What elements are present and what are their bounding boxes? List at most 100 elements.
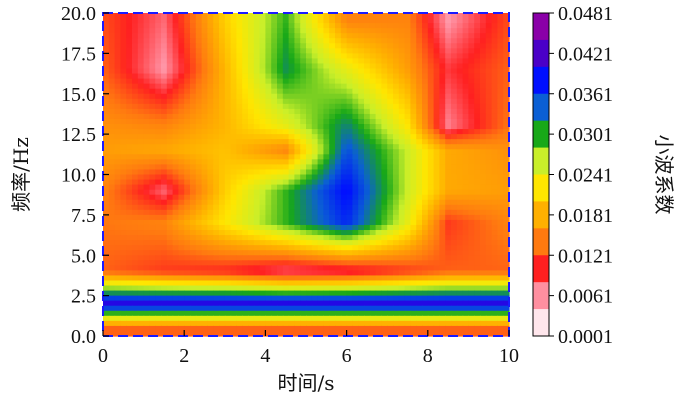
heatmap-cell [143, 265, 150, 271]
heatmap-cell [329, 13, 336, 19]
heatmap-cell [207, 63, 214, 70]
heatmap-cell [340, 124, 348, 130]
heatmap-cell [155, 164, 162, 171]
heatmap-cell [398, 18, 406, 24]
heatmap-cell [329, 199, 336, 206]
heatmap-cell [306, 199, 313, 206]
heatmap-cell [398, 48, 406, 54]
heatmap-cell [387, 230, 394, 236]
heatmap-cell [335, 285, 342, 292]
heatmap-cell [271, 209, 278, 216]
heatmap-cell [393, 98, 400, 105]
heatmap-cell [329, 93, 336, 100]
heatmap-cell [369, 73, 377, 80]
heatmap-cell [369, 108, 377, 115]
heatmap-cell [335, 144, 342, 150]
heatmap-cell [317, 13, 324, 19]
heatmap-cell [114, 23, 121, 29]
heatmap-cell [410, 18, 417, 24]
heatmap-cell [323, 28, 330, 34]
heatmap-cell [491, 179, 498, 186]
heatmap-cell [277, 169, 284, 176]
heatmap-cell [451, 139, 458, 145]
heatmap-cell [184, 103, 191, 110]
heatmap-cell [323, 63, 330, 70]
heatmap-cell [190, 68, 197, 75]
heatmap-cell [236, 270, 243, 277]
heatmap-cell [340, 108, 348, 115]
heatmap-cell [410, 98, 417, 105]
heatmap-cell [242, 204, 249, 211]
heatmap-cell [108, 23, 116, 29]
heatmap-cell [166, 134, 174, 140]
heatmap-cell [497, 68, 504, 75]
heatmap-cell [329, 53, 336, 60]
heatmap-cell [236, 108, 243, 115]
heatmap-cell [491, 164, 498, 171]
heatmap-cell [248, 159, 255, 166]
heatmap-cell [149, 103, 156, 110]
heatmap-cell [126, 235, 133, 241]
heatmap-cell [491, 260, 498, 266]
heatmap-cell [410, 235, 417, 241]
heatmap-cell [422, 179, 429, 186]
heatmap-cell [335, 199, 342, 206]
heatmap-cell [213, 88, 220, 95]
heatmap-cell [271, 320, 278, 327]
heatmap-cell [242, 154, 249, 160]
heatmap-cell [161, 164, 168, 171]
heatmap-cell [398, 108, 406, 115]
x-tick-label: 8 [423, 345, 433, 367]
heatmap-cell [120, 33, 127, 39]
heatmap-cell [242, 230, 249, 236]
heatmap-cell [207, 118, 214, 125]
heatmap-cell [126, 204, 133, 211]
heatmap-cell [190, 78, 197, 85]
heatmap-cell [462, 250, 469, 256]
heatmap-cell [381, 113, 388, 120]
heatmap-cell [178, 124, 185, 130]
heatmap-cell [433, 28, 440, 34]
heatmap-cell [155, 235, 162, 241]
heatmap-cell [404, 103, 411, 110]
heatmap-cell [451, 118, 458, 125]
heatmap-cell [416, 13, 423, 19]
heatmap-cell [155, 250, 162, 256]
heatmap-cell [480, 199, 487, 206]
heatmap-cell [259, 58, 266, 65]
heatmap-cell [224, 124, 232, 130]
heatmap-cell [306, 310, 313, 317]
colorbar-swatch [533, 282, 549, 310]
heatmap-cell [224, 53, 232, 60]
heatmap-cell [422, 23, 429, 29]
heatmap-cell [387, 83, 394, 90]
heatmap-cell [462, 43, 469, 49]
heatmap-cell [311, 48, 319, 54]
heatmap-cell [369, 174, 377, 181]
heatmap-cell [306, 214, 313, 221]
heatmap-cell [213, 23, 220, 29]
heatmap-cell [352, 235, 359, 241]
heatmap-cell [132, 199, 139, 206]
heatmap-cell [195, 58, 203, 65]
heatmap-cell [271, 300, 278, 307]
heatmap-cell [248, 250, 255, 256]
heatmap-cell [166, 310, 174, 317]
heatmap-cell [381, 139, 388, 145]
heatmap-cell [427, 230, 435, 236]
heatmap-cell [265, 199, 272, 206]
heatmap-cell [306, 169, 313, 176]
heatmap-cell [468, 240, 475, 246]
heatmap-cell [381, 199, 388, 206]
heatmap-cell [242, 300, 249, 307]
heatmap-cell [265, 93, 272, 100]
heatmap-cell [120, 179, 127, 186]
heatmap-cell [253, 209, 261, 216]
heatmap-cell [294, 245, 301, 251]
heatmap-cell [323, 108, 330, 115]
heatmap-cell [439, 73, 446, 80]
heatmap-cell [103, 310, 110, 317]
heatmap-cell [207, 108, 214, 115]
heatmap-cell [433, 88, 440, 95]
heatmap-cell [317, 265, 324, 271]
